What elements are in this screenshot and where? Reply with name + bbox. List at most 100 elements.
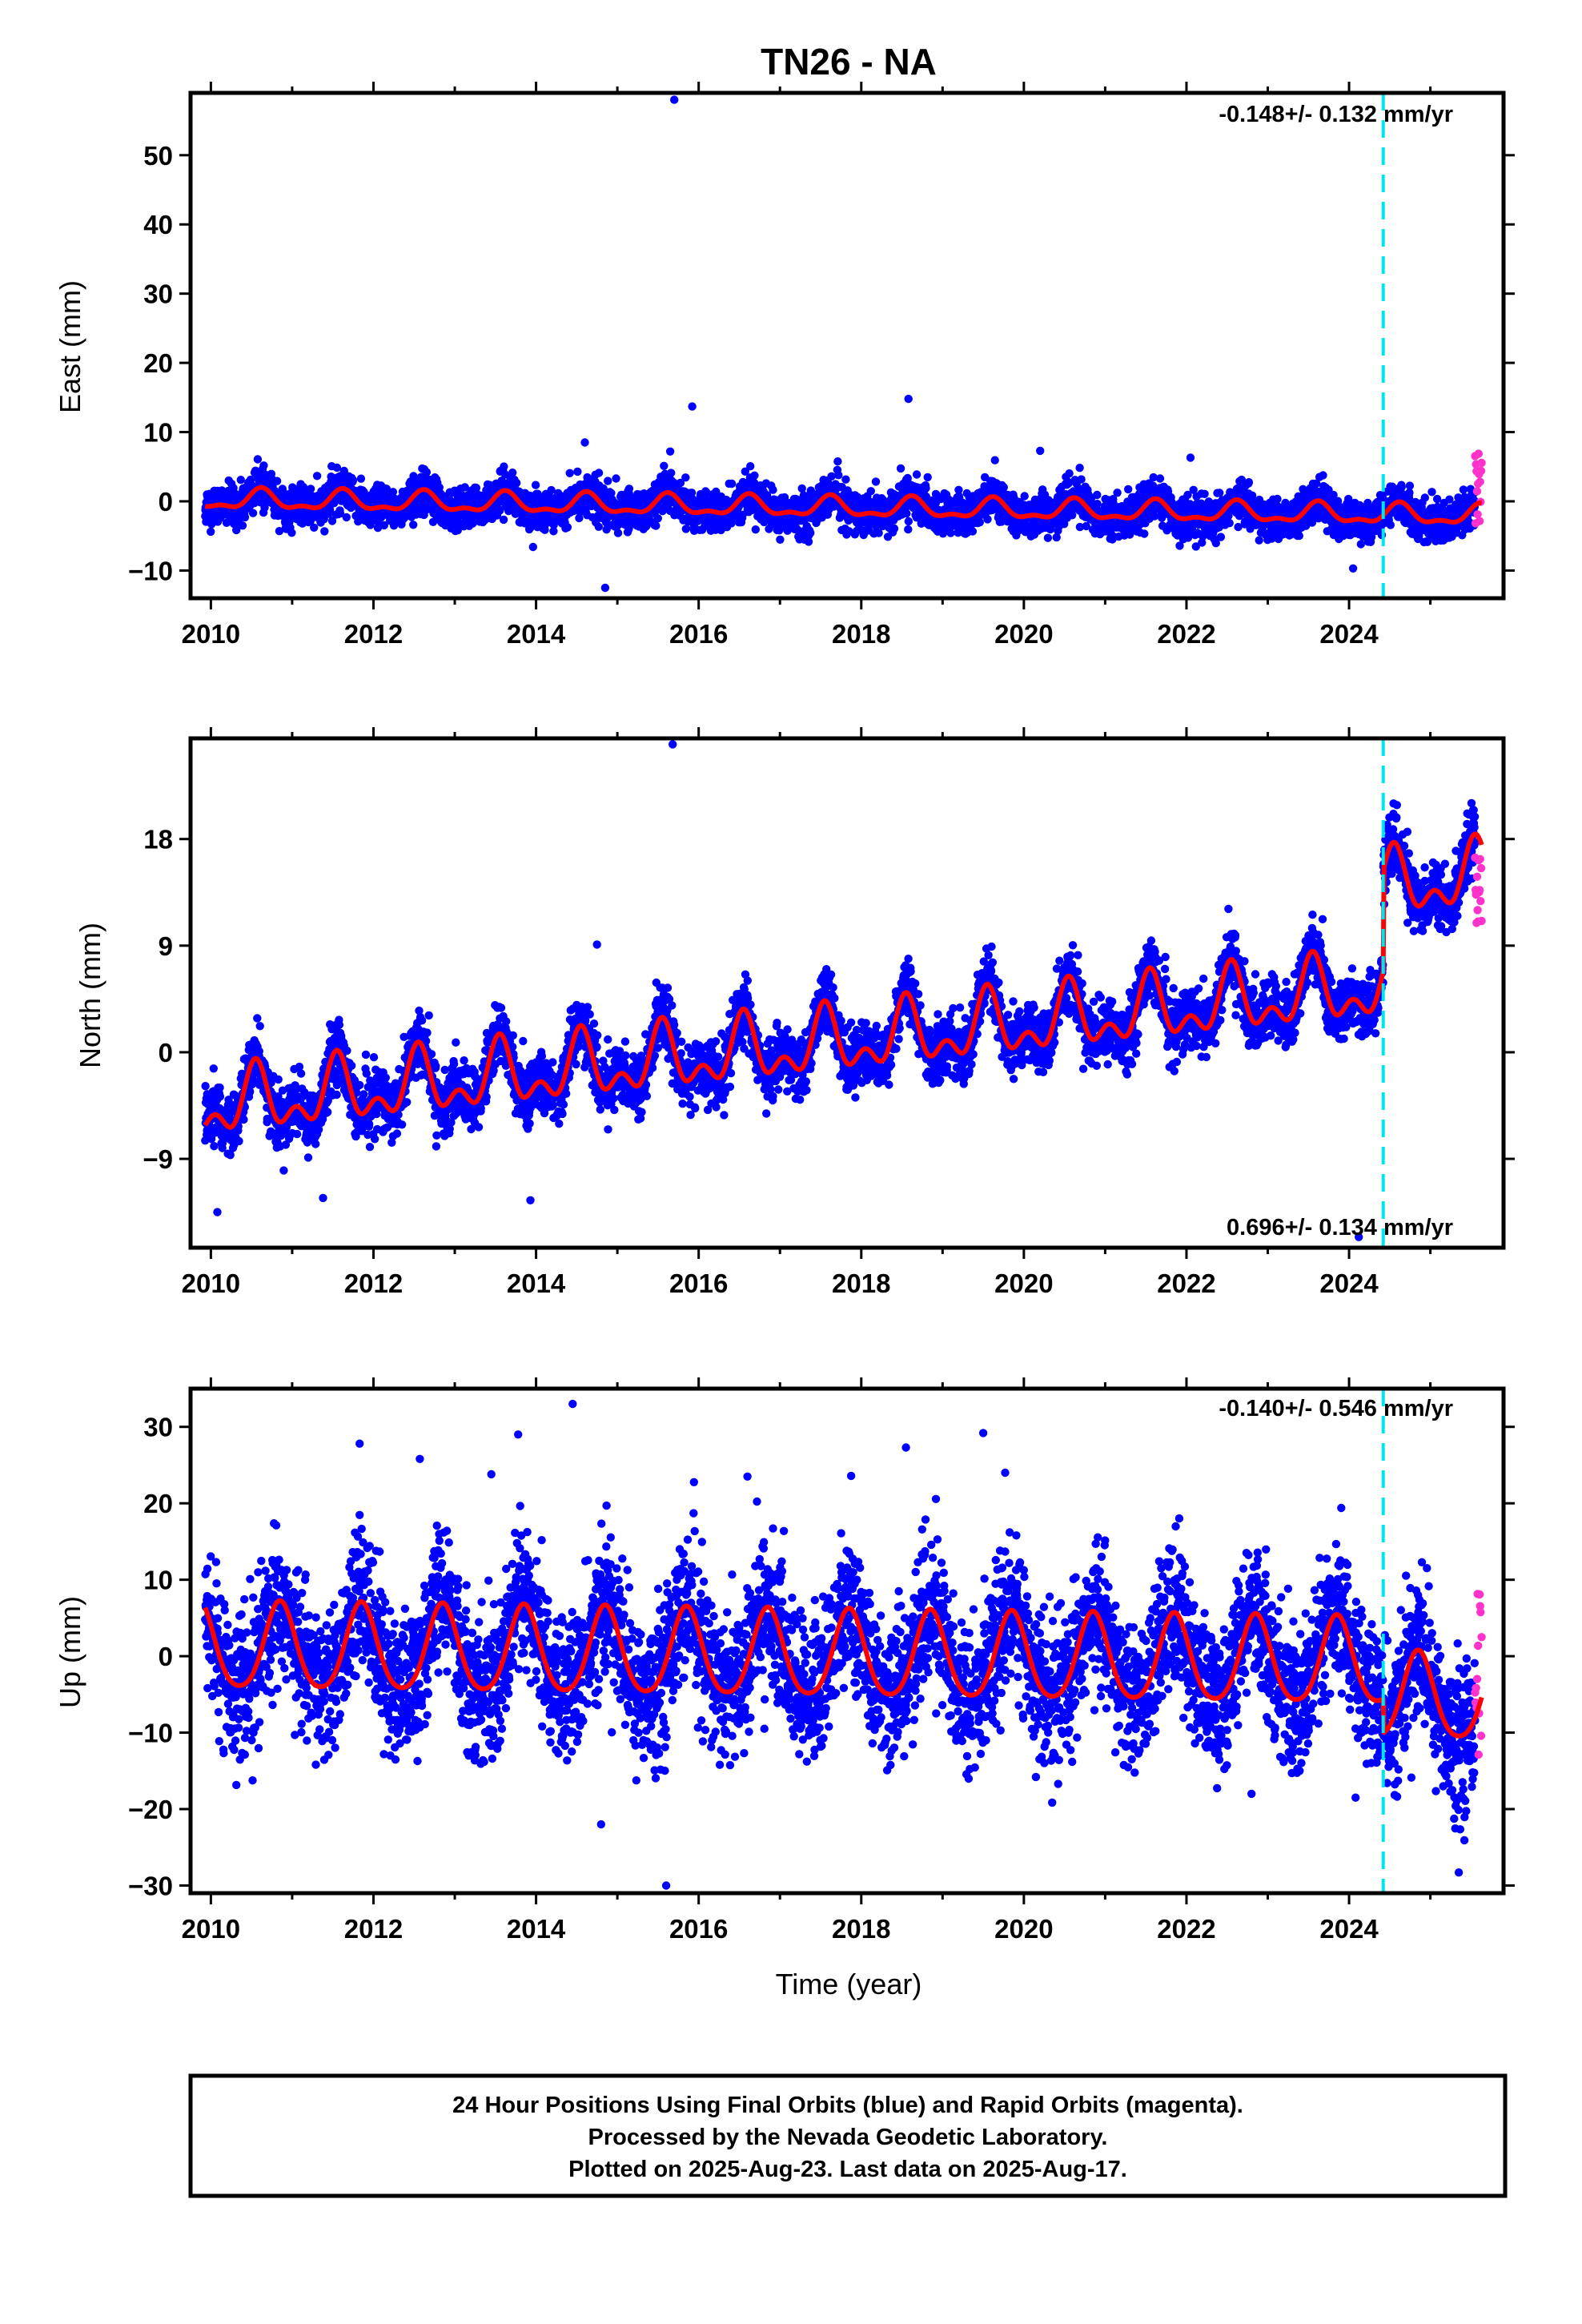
east-final-point xyxy=(902,509,911,518)
east-final-point xyxy=(983,515,992,524)
east-final-point xyxy=(1043,533,1053,542)
east-final-point xyxy=(1215,489,1224,497)
east-final-point xyxy=(833,457,842,466)
east-final-point xyxy=(990,456,999,464)
east-final-point xyxy=(259,461,268,470)
east-final-point xyxy=(339,466,348,476)
east-final-point xyxy=(889,524,899,533)
east-final-point xyxy=(896,464,905,473)
east-final-point xyxy=(903,473,912,483)
east-final-point xyxy=(240,513,250,522)
east-final-point xyxy=(667,468,676,477)
east-final-point xyxy=(612,474,620,483)
east-panel: 2010 2012 2014 2016 2018 2020 2022 2024−1001020… xyxy=(54,82,1515,649)
east-final-point xyxy=(1068,511,1077,520)
east-final-point xyxy=(348,476,358,485)
east-final-point xyxy=(248,509,258,517)
east-final-point xyxy=(1020,492,1029,501)
east-final-point xyxy=(1273,494,1282,504)
east-final-point xyxy=(1295,531,1304,541)
east-final-point xyxy=(968,527,978,536)
east-final-point xyxy=(253,455,263,464)
east-final-point xyxy=(604,476,612,485)
east-final-point xyxy=(312,472,322,480)
east-final-point xyxy=(681,525,690,533)
east-final-point xyxy=(594,468,604,477)
east-final-point xyxy=(827,472,836,480)
east-final-point xyxy=(382,485,391,493)
east-final-point xyxy=(236,476,245,485)
east-final-point xyxy=(871,477,881,486)
east-final-point xyxy=(660,461,669,470)
east-final-point xyxy=(594,522,603,531)
east-final-point xyxy=(287,529,296,537)
east-final-point xyxy=(512,478,521,488)
east-final-point xyxy=(746,462,755,471)
east-final-point xyxy=(275,527,284,536)
east-final-point xyxy=(1075,464,1084,472)
east-final-point xyxy=(356,474,366,483)
east-final-point xyxy=(499,515,508,525)
east-final-point xyxy=(653,514,662,523)
east-final-point xyxy=(563,523,572,532)
east-final-point xyxy=(1065,469,1074,478)
east-final-point xyxy=(528,542,537,552)
east-final-point xyxy=(1216,533,1226,541)
east-final-point xyxy=(207,527,215,537)
east-final-point xyxy=(841,475,850,484)
east-final-point xyxy=(975,518,985,527)
east-final-point xyxy=(750,471,759,480)
east-final-point xyxy=(320,527,329,536)
east-final-point xyxy=(1124,485,1133,494)
east-final-point xyxy=(1113,489,1122,497)
east-final-point xyxy=(904,517,913,526)
east-final-point xyxy=(1093,500,1102,509)
east-final-point xyxy=(1244,478,1254,487)
east-final-point xyxy=(681,473,690,482)
east-final-point xyxy=(508,468,517,477)
east-final-point xyxy=(727,479,737,489)
east-final-point xyxy=(776,535,785,544)
east-final-point xyxy=(1140,529,1149,538)
east-final-point xyxy=(1155,474,1165,483)
east-final-point xyxy=(238,521,247,530)
east-final-point xyxy=(1255,536,1263,545)
east-final-point xyxy=(806,529,815,537)
east-final-point xyxy=(834,471,843,480)
east-final-point xyxy=(652,521,661,530)
east-final-point xyxy=(613,529,623,537)
east-final-point xyxy=(1077,475,1086,484)
east-final-point xyxy=(751,525,760,534)
east-final-point xyxy=(335,509,345,518)
east-final-point xyxy=(624,485,634,493)
east-final-point xyxy=(921,484,930,493)
east-final-point xyxy=(866,487,876,496)
east-final-point xyxy=(1200,489,1209,498)
east-final-point xyxy=(531,480,540,489)
east-final-point xyxy=(912,470,921,479)
east-final-point xyxy=(1093,490,1102,500)
east-final-point xyxy=(272,476,282,485)
east-final-point xyxy=(332,463,342,472)
east-final-point xyxy=(232,525,241,535)
east-final-point xyxy=(565,468,574,477)
east-final-point xyxy=(409,521,418,529)
east-final-point xyxy=(388,488,398,497)
plot-title: TN26 - NA xyxy=(761,41,937,82)
east-final-point xyxy=(500,462,508,471)
east-final-point xyxy=(1356,540,1366,549)
east-final-point xyxy=(769,485,777,494)
east-final-point xyxy=(1225,519,1234,528)
east-final-point xyxy=(946,529,955,537)
east-final-point xyxy=(904,525,913,534)
east-final-point xyxy=(1319,471,1327,480)
east-final-point xyxy=(207,520,216,529)
east-final-point xyxy=(422,468,432,476)
east-final-point xyxy=(306,485,315,493)
east-final-point xyxy=(310,523,319,532)
east-final-point xyxy=(1150,512,1159,521)
east-final-point xyxy=(342,513,351,522)
east-final-point xyxy=(923,472,932,482)
east-final-point xyxy=(379,521,388,530)
